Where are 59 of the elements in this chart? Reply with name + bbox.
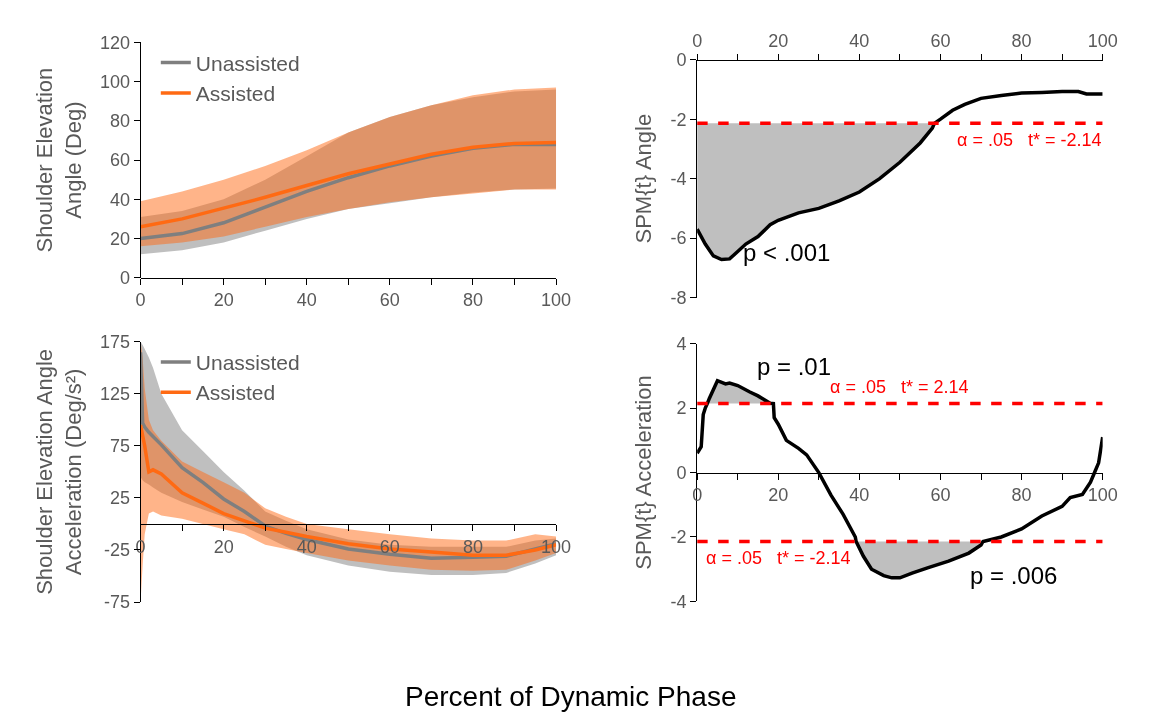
y-tick-label: 40 bbox=[109, 189, 130, 210]
x-tick-label: 80 bbox=[1011, 485, 1032, 506]
y-tick-label: -25 bbox=[103, 540, 130, 561]
annotation: p = .01 bbox=[757, 353, 832, 380]
x-tick-label: 60 bbox=[930, 485, 951, 506]
legend-label: Unassisted bbox=[195, 51, 300, 75]
y-axis-title: Shoulder Elevation Angle (Deg) bbox=[32, 67, 86, 253]
text: Percent of Dynamic Phase bbox=[405, 681, 737, 712]
y-tick-label: 100 bbox=[99, 71, 130, 92]
x-tick-label: 40 bbox=[296, 536, 317, 557]
y-tick-label: 75 bbox=[109, 436, 130, 457]
y-tick-label: 2 bbox=[676, 398, 687, 419]
y-tick-label: 125 bbox=[99, 384, 130, 405]
y-tick-label: 175 bbox=[99, 332, 130, 353]
x-tick-label: 0 bbox=[692, 30, 703, 51]
legend-label: Assisted bbox=[195, 381, 276, 405]
x-tick-label: 20 bbox=[213, 290, 234, 311]
x-tick-label: 80 bbox=[462, 290, 483, 311]
ref-line-label: α = .05 t* = -2.14 bbox=[706, 548, 851, 568]
x-tick-label: 80 bbox=[462, 536, 483, 557]
y-tick-label: 25 bbox=[109, 488, 130, 509]
x-tick-label: 100 bbox=[1087, 485, 1118, 506]
y-tick-label: -6 bbox=[670, 228, 687, 249]
x-tick-label: 0 bbox=[135, 290, 146, 311]
y-tick-label: -4 bbox=[670, 168, 687, 189]
x-tick-label: 40 bbox=[296, 290, 317, 311]
y-tick-label: 80 bbox=[109, 111, 130, 132]
y-axis-title: SPM{t} Acceleration bbox=[631, 375, 657, 570]
x-tick-label: 40 bbox=[849, 485, 870, 506]
y-axis-title: SPM{t} Angle bbox=[631, 113, 657, 244]
x-tick-label: 20 bbox=[768, 30, 789, 51]
y-tick-label: -8 bbox=[670, 287, 687, 308]
y-tick-label: 120 bbox=[99, 32, 130, 53]
legend-label: Unassisted bbox=[195, 351, 300, 375]
x-tick-label: 20 bbox=[768, 485, 789, 506]
y-tick-label: -2 bbox=[670, 527, 687, 548]
x-tick-label: 100 bbox=[541, 290, 572, 311]
y-tick-label: 60 bbox=[109, 150, 130, 171]
y-tick-label: 4 bbox=[676, 334, 687, 354]
y-tick-label: 0 bbox=[676, 50, 687, 71]
x-tick-label: 60 bbox=[379, 290, 400, 311]
annotation: p < .001 bbox=[743, 239, 831, 266]
y-tick-label: 0 bbox=[119, 267, 130, 288]
y-tick-label: -2 bbox=[670, 109, 687, 130]
ref-line-label: α = .05 t* = -2.14 bbox=[957, 130, 1102, 150]
x-tick-label: 80 bbox=[1011, 30, 1032, 51]
y-tick-label: 0 bbox=[676, 462, 687, 483]
x-tick-label: 60 bbox=[379, 536, 400, 557]
y-tick-label: -4 bbox=[670, 591, 687, 612]
y-tick-label: 20 bbox=[109, 228, 130, 249]
ref-line-label: α = .05 t* = 2.14 bbox=[830, 377, 969, 397]
annotation: p = .006 bbox=[970, 562, 1058, 589]
x-tick-label: 60 bbox=[930, 30, 951, 51]
legend-label: Assisted bbox=[195, 82, 276, 106]
y-axis-title: Shoulder Elevation Angle Acceleration (Deg/s²) bbox=[32, 348, 86, 595]
y-tick-label: -75 bbox=[103, 592, 130, 613]
x-tick-label: 20 bbox=[213, 536, 234, 557]
x-tick-label: 100 bbox=[1087, 30, 1118, 51]
x-tick-label: 40 bbox=[849, 30, 870, 51]
